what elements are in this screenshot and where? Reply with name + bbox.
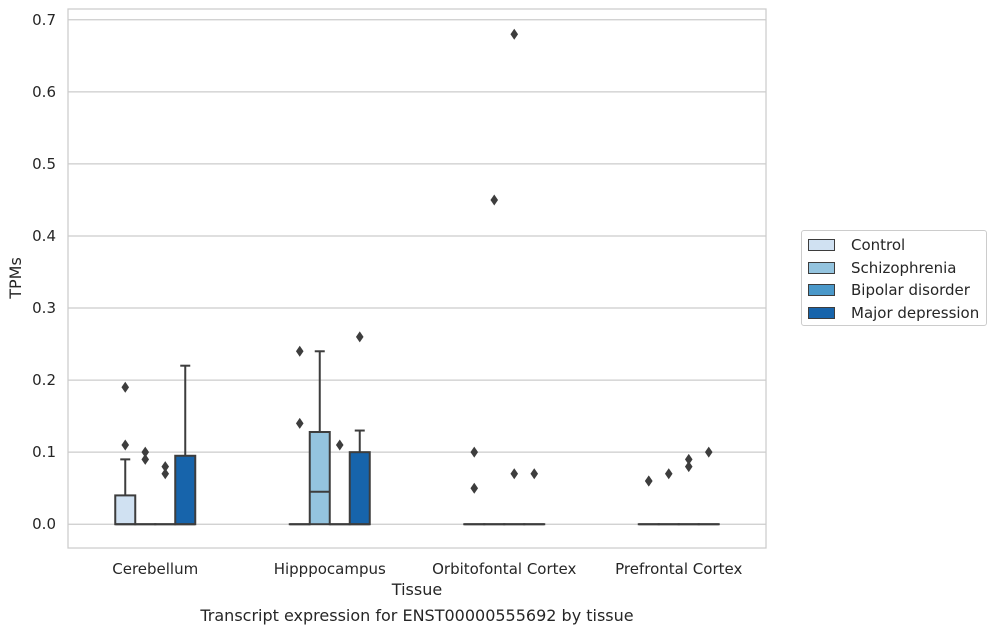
y-tick-label: 0.4 bbox=[32, 227, 56, 245]
box-control-0 bbox=[114, 381, 137, 526]
legend-swatch-schizophrenia bbox=[808, 261, 835, 274]
outlier-point bbox=[335, 439, 344, 451]
box-major-depression-1 bbox=[348, 331, 371, 526]
x-axis-label: Tissue bbox=[391, 580, 442, 599]
outlier-point bbox=[510, 468, 519, 480]
legend-item-bipolar-disorder: Bipolar disorder bbox=[808, 279, 986, 302]
x-tick-labels: Cerebellum Hipppocampus Orbitofontal Corte… bbox=[112, 560, 742, 578]
outlier-point bbox=[141, 453, 150, 465]
box-control-2 bbox=[463, 446, 486, 526]
outlier-point bbox=[295, 345, 304, 357]
legend-item-control: Control bbox=[808, 234, 986, 257]
outlier-point bbox=[161, 461, 170, 473]
outlier-point bbox=[141, 446, 150, 458]
y-tick-label: 0.0 bbox=[32, 515, 56, 533]
y-tick-label: 0.2 bbox=[32, 371, 56, 389]
box-control-3 bbox=[637, 475, 660, 526]
x-tick-label: Prefrontal Cortex bbox=[615, 560, 742, 578]
outlier-point bbox=[490, 194, 499, 206]
legend-swatch-control bbox=[808, 239, 835, 252]
box-major-depression-2 bbox=[523, 468, 546, 526]
outlier-point bbox=[470, 482, 479, 494]
box-bipolar-disorder-2 bbox=[503, 28, 526, 526]
box-major-depression-3 bbox=[697, 446, 720, 526]
y-tick-labels: 0.0 0.1 0.2 0.3 0.4 0.5 0.6 0.7 bbox=[32, 11, 56, 533]
box-schizophrenia-1 bbox=[308, 350, 331, 526]
box-schizophrenia-2 bbox=[483, 194, 506, 526]
y-tick-label: 0.6 bbox=[32, 83, 56, 101]
box-body bbox=[348, 451, 371, 526]
box-schizophrenia-3 bbox=[657, 468, 680, 526]
legend-swatch-major-depression bbox=[808, 306, 835, 319]
outlier-point bbox=[664, 468, 673, 480]
outlier-point bbox=[704, 446, 713, 458]
outlier-point bbox=[470, 446, 479, 458]
legend-item-major-depression: Major depression bbox=[808, 302, 986, 325]
y-tick-label: 0.7 bbox=[32, 11, 56, 29]
box-bipolar-disorder-3 bbox=[677, 453, 700, 526]
x-tick-label: Cerebellum bbox=[112, 560, 198, 578]
outlier-point bbox=[530, 468, 539, 480]
x-tick-label: Orbitofontal Cortex bbox=[432, 560, 576, 578]
plot-area-frame bbox=[67, 8, 767, 549]
legend-label-major-depression: Major depression bbox=[851, 303, 980, 322]
box-body bbox=[174, 454, 197, 526]
box-bipolar-disorder-0 bbox=[154, 461, 177, 526]
boxes bbox=[114, 28, 720, 526]
outlier-point bbox=[121, 439, 130, 451]
y-axis-label: TPMs bbox=[6, 257, 25, 300]
box-control-1 bbox=[288, 345, 311, 526]
legend-label-bipolar-disorder: Bipolar disorder bbox=[851, 281, 970, 300]
outlier-point bbox=[161, 468, 170, 480]
outlier-point bbox=[644, 475, 653, 487]
outlier-point bbox=[295, 417, 304, 429]
box-major-depression-0 bbox=[174, 364, 197, 526]
box-body bbox=[114, 494, 137, 526]
gridlines bbox=[68, 19, 766, 525]
outlier-point bbox=[510, 28, 519, 40]
y-tick-label: 0.3 bbox=[32, 299, 56, 317]
outlier-point bbox=[684, 453, 693, 465]
outlier-point bbox=[121, 381, 130, 393]
x-tick-label: Hipppocampus bbox=[274, 560, 386, 578]
y-tick-label: 0.1 bbox=[32, 443, 56, 461]
y-tick-label: 0.5 bbox=[32, 155, 56, 173]
box-body bbox=[308, 430, 331, 526]
legend-label-control: Control bbox=[851, 236, 906, 255]
legend: Control Schizophrenia Bipolar disorder M… bbox=[801, 230, 987, 326]
legend-swatch-bipolar-disorder bbox=[808, 284, 835, 297]
outlier-point bbox=[684, 461, 693, 473]
legend-label-schizophrenia: Schizophrenia bbox=[851, 258, 957, 277]
outlier-point bbox=[355, 331, 364, 343]
box-schizophrenia-0 bbox=[134, 446, 157, 526]
box-bipolar-disorder-1 bbox=[328, 439, 351, 526]
chart-caption: Transcript expression for ENST0000055569… bbox=[200, 606, 634, 625]
legend-item-schizophrenia: Schizophrenia bbox=[808, 257, 986, 280]
